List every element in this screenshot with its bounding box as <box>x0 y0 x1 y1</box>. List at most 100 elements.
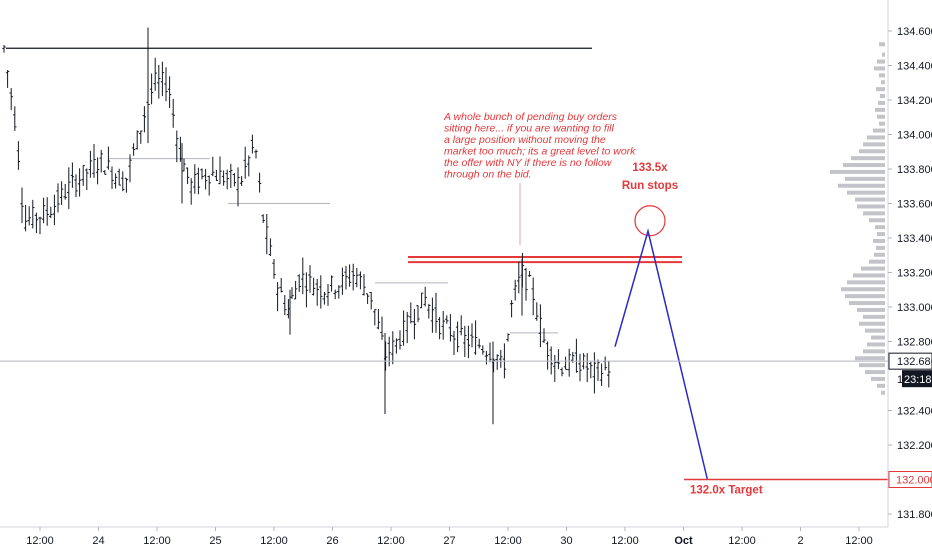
volume-profile-bar <box>838 183 885 188</box>
ohlc-bar <box>607 360 611 388</box>
ohlc-bar <box>63 183 67 200</box>
ohlc-bar <box>527 271 532 277</box>
price-tick-label: 134.600 <box>897 26 932 38</box>
ohlc-bar <box>448 314 453 342</box>
price-tick-label: 131.800 <box>897 509 932 521</box>
ohlc-bar <box>27 206 31 226</box>
volume-profile-bar <box>855 197 885 202</box>
stop-caption-label: Run stops <box>622 180 678 192</box>
ohlc-bar <box>398 330 402 350</box>
ohlc-bar <box>585 353 589 383</box>
ohlc-bar <box>135 130 139 150</box>
time-ticks: 12:00 24 12:00 25 12:00 26 12:00 27 12:00 30 12:00… <box>26 527 873 547</box>
volume-profile-bar <box>851 156 885 161</box>
ohlc-bar <box>369 292 373 310</box>
volume-profile-bar <box>880 94 885 99</box>
ohlc-bar <box>41 197 46 224</box>
ohlc-bar <box>419 292 424 309</box>
time-tick-label: 27 <box>443 535 455 547</box>
annotation-note-line: a large position without moving the <box>444 134 606 146</box>
ohlc-bar <box>160 61 165 97</box>
time-tick-label: 12:00 <box>611 535 639 547</box>
ohlc-bar <box>200 168 204 180</box>
ohlc-bar <box>517 261 521 294</box>
ohlc-bar <box>189 178 193 205</box>
ohlc-bar <box>23 204 28 232</box>
stop-circle <box>634 205 666 237</box>
volume-profile-bar <box>879 73 885 78</box>
volume-profile-bar <box>867 135 885 140</box>
volume-profile-bar <box>877 232 885 237</box>
ohlc-bar <box>333 289 337 300</box>
price-axis[interactable]: 134.600 134.400 134.200 134.000 133.800 133.6… <box>887 0 932 527</box>
volume-profile-bar <box>878 100 885 105</box>
ohlc-bar <box>214 169 219 181</box>
ohlc-bar <box>99 149 103 173</box>
ohlc-bar <box>225 169 229 190</box>
ohlc-bar <box>45 197 49 226</box>
ohlc-bar <box>376 309 381 330</box>
time-tick-label: 26 <box>326 535 338 547</box>
ohlc-bar <box>81 164 85 186</box>
volume-profile-bar <box>863 314 885 319</box>
ohlc-bar <box>513 279 517 301</box>
volume-profile-bar <box>859 363 885 368</box>
time-tick-label: 24 <box>92 535 104 547</box>
volume-profile-bar <box>871 376 885 381</box>
ohlc-bar <box>207 175 211 196</box>
ohlc-bar <box>563 356 568 370</box>
volume-profile-bar <box>863 211 885 216</box>
ohlc-bar <box>185 167 190 185</box>
volume-profile-bar <box>865 328 885 333</box>
ohlc-bar <box>391 331 395 365</box>
ohlc-bar <box>268 238 273 257</box>
ohlc-bar <box>545 341 550 370</box>
ohlc-bar <box>599 363 604 386</box>
ohlc-bar <box>362 274 366 296</box>
ohlc-bar <box>365 293 370 304</box>
ohlc-bar <box>265 214 269 255</box>
ohlc-bar <box>531 277 535 316</box>
ohlc-bar <box>481 345 485 355</box>
ohlc-bar <box>473 320 478 355</box>
ohlc-bar <box>326 283 330 306</box>
ohlc-bar <box>59 181 64 205</box>
ohlc-bar <box>405 311 409 344</box>
ohlc-bar <box>549 346 553 375</box>
ohlc-bar <box>218 156 222 185</box>
annotation-note-line: the offer with NY if there is no follow <box>444 157 613 169</box>
ohlc-bar <box>380 316 384 340</box>
ohlc-bar <box>275 282 280 312</box>
ohlc-bar <box>211 156 215 177</box>
ohlc-bar <box>484 350 489 365</box>
price-tick-label: 134.400 <box>897 61 932 73</box>
volume-profile-bar <box>845 176 885 181</box>
volume-profile-bar <box>861 266 885 271</box>
ohlc-bar <box>470 323 474 348</box>
ohlc-bar <box>67 167 71 210</box>
ohlc-bar <box>110 166 114 189</box>
ohlc-bar <box>34 212 39 234</box>
ohlc-bar <box>175 130 179 163</box>
ohlc-bar <box>344 266 348 290</box>
ohlc-bar <box>283 295 287 316</box>
ohlc-bar <box>355 268 359 288</box>
ohlc-bar <box>542 328 546 343</box>
volume-profile-bar <box>881 390 885 395</box>
countdown-prefix: 1 <box>897 374 903 386</box>
time-axis[interactable]: 12:00 24 12:00 25 12:00 26 12:00 27 12:00 30 12:00… <box>0 526 888 547</box>
ohlc-bar <box>171 98 175 128</box>
volume-profile-bar <box>877 59 885 64</box>
ohlc-bar <box>311 277 316 296</box>
target-price-tag-bg <box>888 471 932 488</box>
ohlc-bar <box>229 163 233 188</box>
volume-profile-bar <box>869 259 885 264</box>
volume-profile-bar <box>845 294 885 299</box>
ohlc-bar <box>304 272 309 308</box>
volume-profile-bar <box>859 149 885 154</box>
price-ticks: 134.600 134.400 134.200 134.000 133.800 133.6… <box>888 26 932 521</box>
time-tick-label: 30 <box>560 535 572 547</box>
time-tick-label: 12:00 <box>845 535 873 547</box>
volume-profile-bar <box>871 335 885 340</box>
